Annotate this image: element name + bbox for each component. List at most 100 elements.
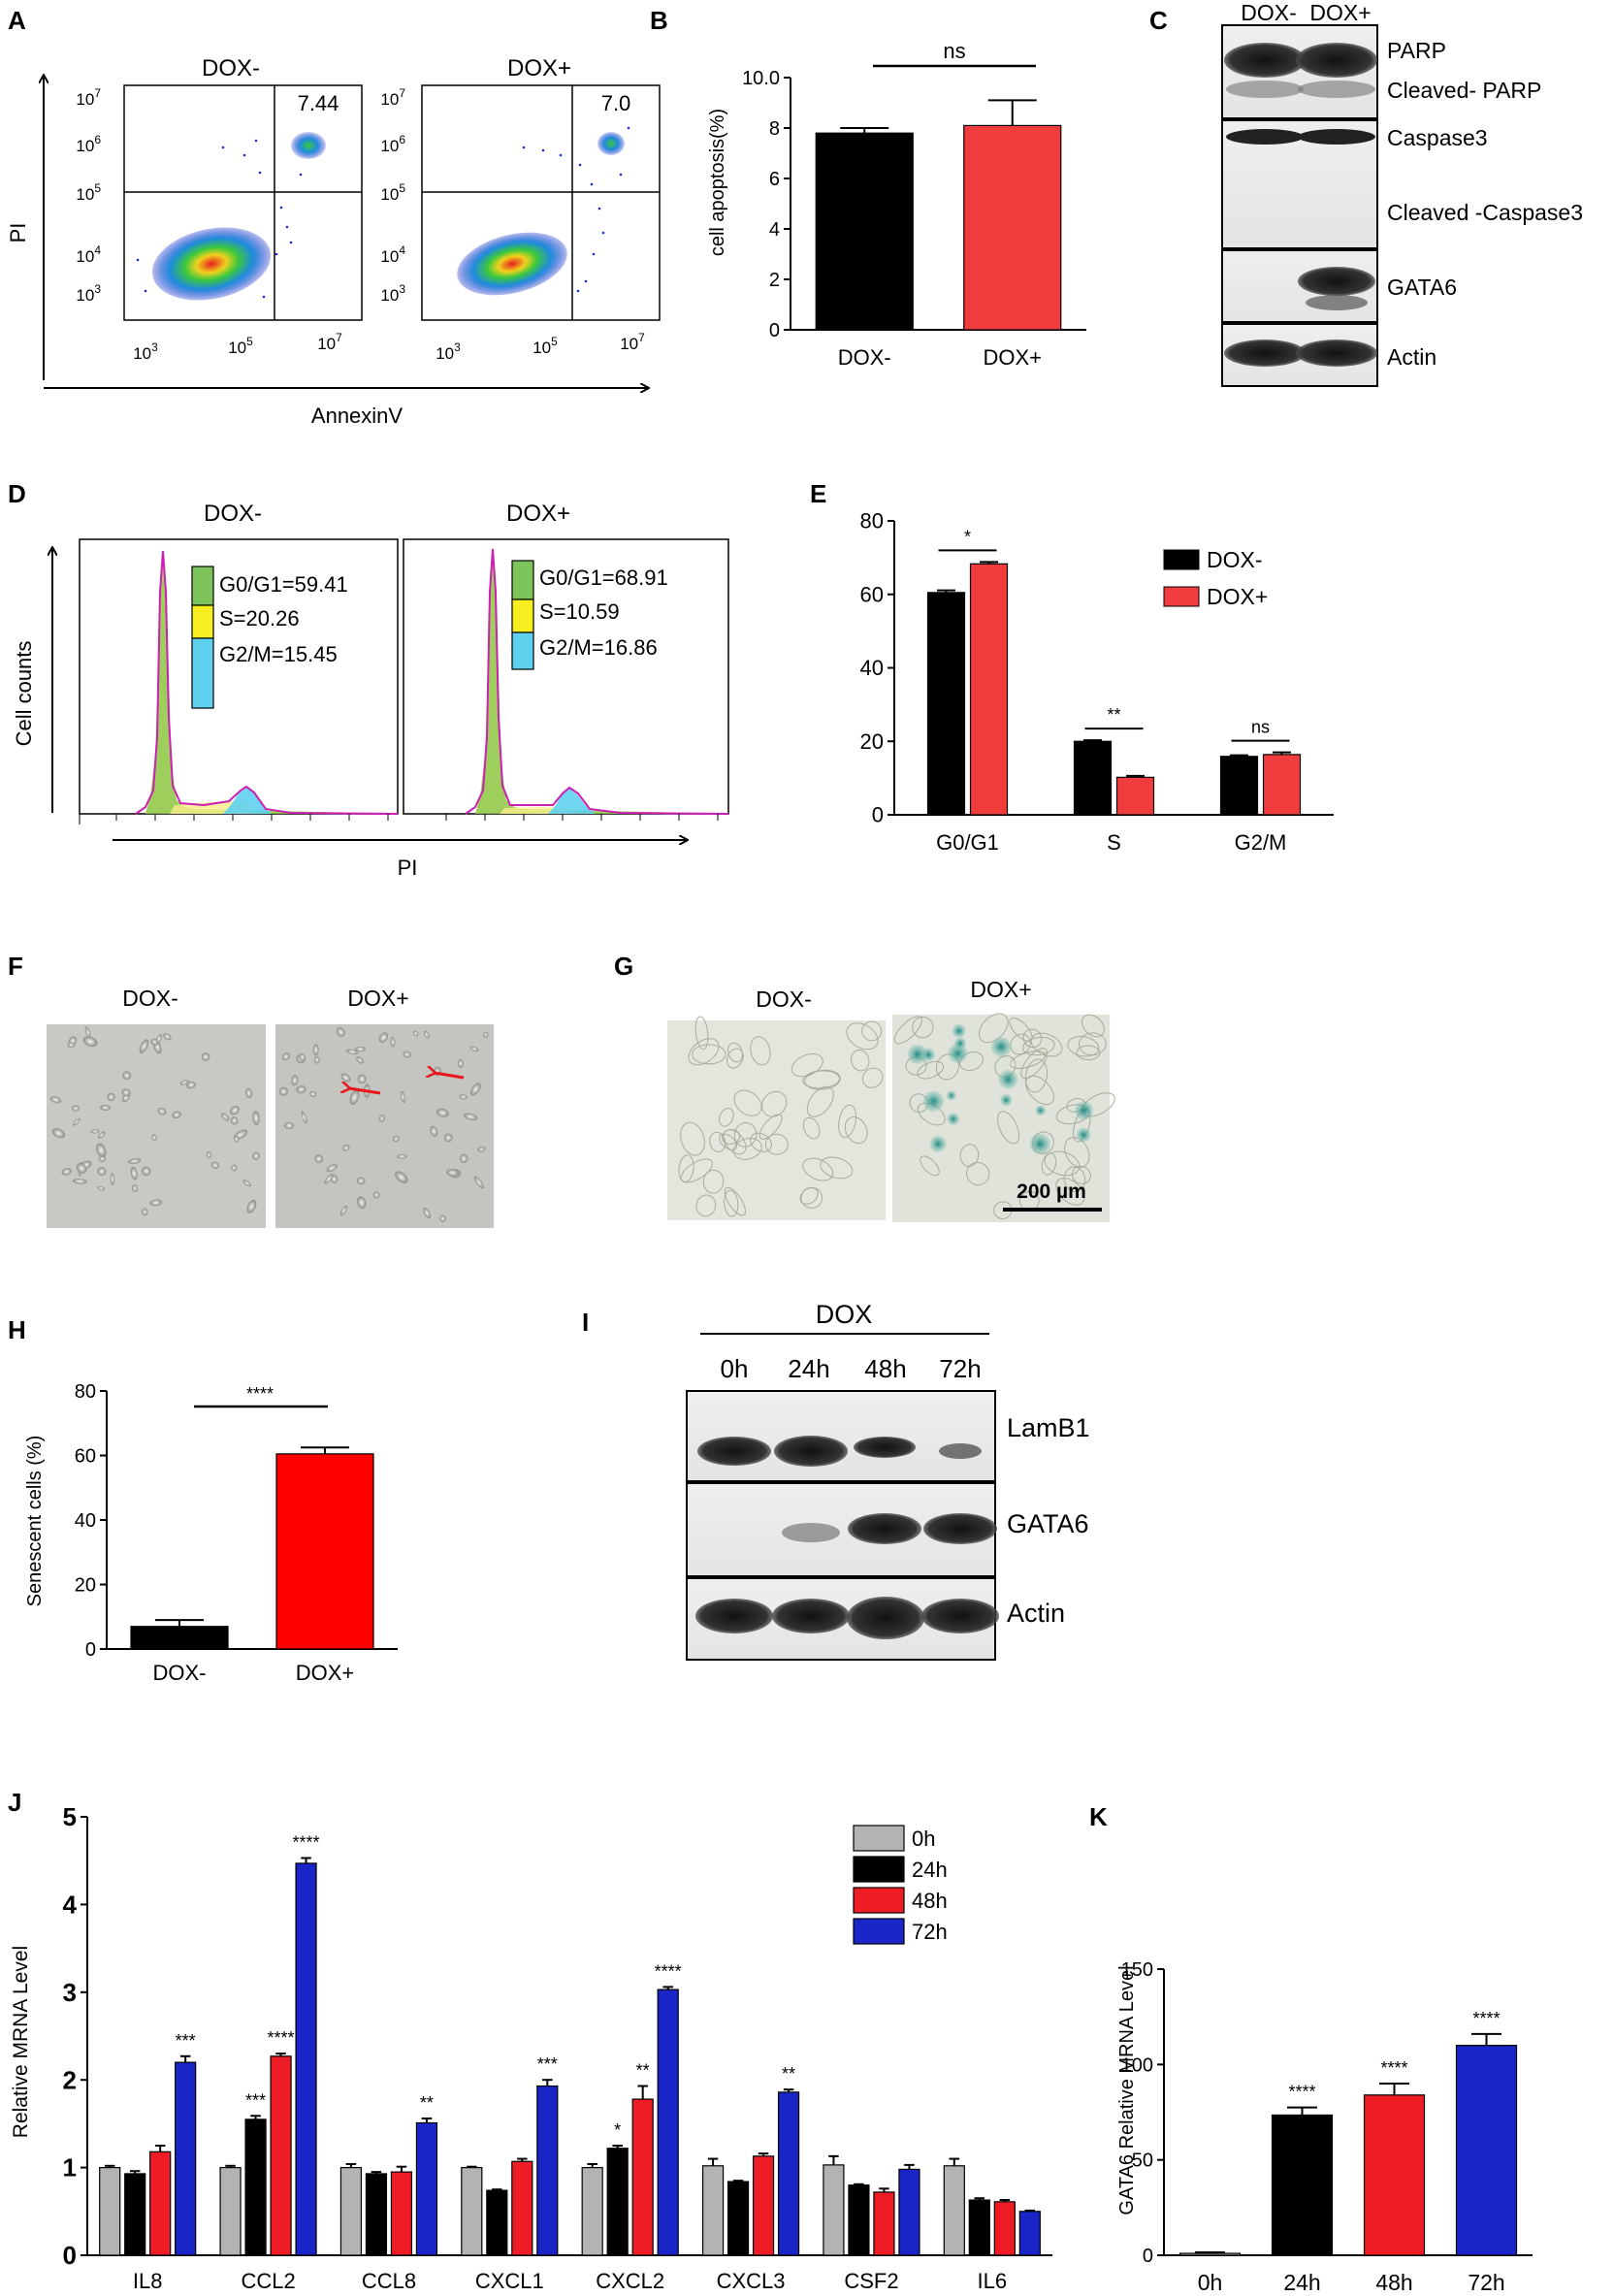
cell xyxy=(356,1056,365,1064)
cell-outline xyxy=(1020,1048,1049,1080)
svg-text:105: 105 xyxy=(380,181,405,204)
cell xyxy=(186,1081,197,1089)
panel-d-ylabel: Cell counts xyxy=(12,641,36,747)
cell xyxy=(413,1030,419,1037)
panel-letter-h: H xyxy=(8,1315,26,1344)
stained-cell xyxy=(1029,1133,1051,1155)
bar xyxy=(295,1862,317,2256)
panel-letter-e: E xyxy=(810,479,826,508)
cell xyxy=(128,1158,142,1164)
cell xyxy=(459,1153,468,1164)
panel-c-lane-dox-plus: DOX+ xyxy=(1309,0,1371,25)
cell-outline xyxy=(959,1144,980,1167)
cell xyxy=(464,1113,478,1121)
cell xyxy=(206,1150,212,1159)
cell xyxy=(72,1179,87,1184)
cell xyxy=(231,1164,238,1172)
y-tick-label: 0 xyxy=(1143,2246,1153,2267)
stained-cell xyxy=(946,1090,956,1101)
cell-outline xyxy=(719,1133,738,1150)
y-tick-label: 100 xyxy=(1121,2054,1153,2076)
bar xyxy=(993,2201,1016,2256)
bar xyxy=(898,2168,920,2256)
panel-d-right-histogram-outline xyxy=(465,548,729,815)
stained-cell xyxy=(998,1069,1018,1089)
panel-d-right-g1-swatch xyxy=(511,560,534,600)
cell xyxy=(121,1088,131,1097)
panel-d-left-g1-swatch xyxy=(191,566,214,606)
cell-outline xyxy=(802,1157,834,1181)
panel-d-left-histogram-outline xyxy=(135,550,399,815)
cell-outline xyxy=(1010,1033,1031,1055)
cell xyxy=(252,1151,260,1160)
bar xyxy=(969,563,1009,816)
bar xyxy=(606,2148,629,2256)
panel-c-lane-dox-minus: DOX- xyxy=(1241,0,1297,25)
stained-cell xyxy=(947,1113,960,1125)
cell xyxy=(61,1168,72,1176)
bar xyxy=(926,592,966,816)
panel-letters: A B C D E F G H I J K xyxy=(8,6,1168,1831)
panel-a-right-quadrant-value: 7.0 xyxy=(601,91,631,115)
significance-label: *** xyxy=(176,2031,196,2051)
svg-text:103: 103 xyxy=(76,282,101,305)
bar xyxy=(149,2150,172,2256)
x-tick-label: 24h xyxy=(1283,2270,1320,2295)
panel-h-ylabel: Senescent cells (%) xyxy=(24,1436,46,1607)
panel-h-senescence-chart: Senescent cells (%) 0 20 40 60 80 DOX- DOX+ ***… xyxy=(24,1381,398,1685)
cell-outline xyxy=(1041,1152,1057,1176)
bar xyxy=(848,2184,870,2256)
panel-letter-c: C xyxy=(1149,6,1168,35)
legend-swatch xyxy=(853,1825,905,1852)
cell xyxy=(245,1087,253,1099)
y-tick-label: 0 xyxy=(85,1639,96,1661)
cell xyxy=(220,1113,230,1121)
y-tick-label: 2 xyxy=(769,270,780,291)
cell-outline xyxy=(719,1108,734,1127)
panel-a-left-scatter-dots xyxy=(136,139,303,299)
bar xyxy=(175,2061,197,2256)
cell xyxy=(155,1034,163,1044)
panel-letter-i: I xyxy=(582,1308,589,1337)
cell xyxy=(242,1180,251,1187)
panel-a-right-cell-cloud xyxy=(457,232,567,296)
svg-text:105: 105 xyxy=(533,335,558,357)
cell-outline xyxy=(733,1122,758,1148)
significance-label: ** xyxy=(420,2093,434,2113)
panel-d-xlabel: PI xyxy=(398,856,418,880)
svg-text:107: 107 xyxy=(620,331,645,353)
y-tick-label: 50 xyxy=(1132,2150,1153,2172)
bar xyxy=(219,2167,242,2256)
stained-cell xyxy=(1035,1105,1047,1116)
panel-d-cell-cycle: DOX- DOX+ G0/G1=59.41 S=20.26 G2/M=15.45 xyxy=(12,501,729,880)
bar xyxy=(823,2164,845,2256)
svg-text:107: 107 xyxy=(380,86,405,109)
y-tick-label: 0 xyxy=(63,2241,77,2270)
bar xyxy=(511,2160,533,2256)
cell-outline xyxy=(912,1016,934,1039)
cell-outline xyxy=(761,1090,788,1117)
cell xyxy=(341,1144,350,1151)
cell xyxy=(82,1036,98,1048)
bar xyxy=(270,2055,292,2256)
bar xyxy=(873,2191,895,2256)
legend-label: 48h xyxy=(912,1889,948,1913)
cell xyxy=(76,1162,87,1174)
cell xyxy=(313,1055,320,1064)
panel-d-right-stat-g2m: G2/M=16.86 xyxy=(539,635,658,660)
panel-g-scale-bar-label: 200 µm xyxy=(1017,1180,1086,1203)
cell xyxy=(372,1191,380,1199)
cell xyxy=(339,1205,348,1216)
cell-outline xyxy=(920,1155,940,1177)
cell xyxy=(395,1171,408,1183)
x-tick-label: 48h xyxy=(1375,2270,1412,2295)
y-tick-label: 4 xyxy=(63,1891,78,1920)
cell-outline xyxy=(702,1169,725,1194)
panel-d-x-ticks xyxy=(79,814,719,825)
bar xyxy=(1363,2094,1426,2256)
bar xyxy=(726,2181,750,2256)
cell-outline xyxy=(692,1044,726,1065)
cell xyxy=(97,1131,106,1139)
